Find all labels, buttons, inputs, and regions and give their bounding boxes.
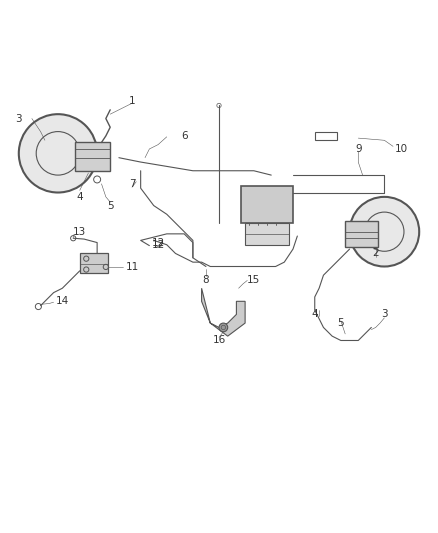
- Text: 5: 5: [338, 318, 344, 328]
- Bar: [241, 186, 293, 223]
- Text: 9: 9: [355, 144, 362, 154]
- Text: 1: 1: [129, 96, 135, 106]
- Circle shape: [19, 114, 97, 192]
- Bar: [345, 221, 378, 247]
- Text: 3: 3: [15, 114, 22, 124]
- Bar: [80, 254, 108, 273]
- Text: 10: 10: [395, 144, 408, 154]
- Text: 4: 4: [76, 192, 83, 202]
- Text: 2: 2: [372, 248, 379, 259]
- Text: 12: 12: [152, 240, 165, 250]
- Text: 14: 14: [56, 296, 69, 306]
- Text: 15: 15: [247, 274, 261, 285]
- Bar: [75, 142, 110, 171]
- Text: 8: 8: [203, 274, 209, 285]
- Text: 11: 11: [125, 262, 138, 271]
- Bar: [245, 223, 289, 245]
- Text: 12: 12: [152, 238, 165, 247]
- Polygon shape: [201, 288, 245, 336]
- Text: 4: 4: [311, 309, 318, 319]
- Text: 3: 3: [381, 309, 388, 319]
- Text: 16: 16: [212, 335, 226, 345]
- Text: 13: 13: [73, 227, 86, 237]
- Text: 5: 5: [107, 200, 113, 211]
- Circle shape: [350, 197, 419, 266]
- Bar: [315, 132, 336, 140]
- Text: 6: 6: [181, 131, 187, 141]
- Text: 7: 7: [129, 179, 135, 189]
- Circle shape: [219, 323, 228, 332]
